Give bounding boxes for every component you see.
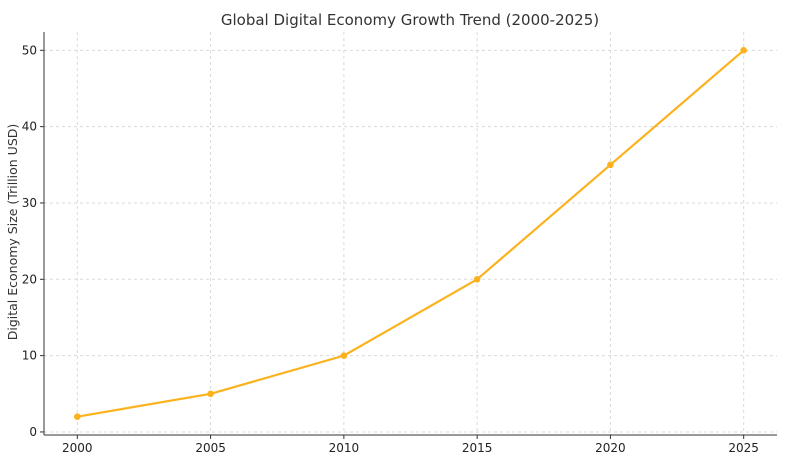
x-tick-label-2020: 2020 xyxy=(595,441,626,455)
chart-title: Global Digital Economy Growth Trend (200… xyxy=(221,11,599,29)
data-point-2015 xyxy=(473,275,481,283)
y-axis-label: Digital Economy Size (Trillion USD) xyxy=(5,124,20,341)
data-point-2010 xyxy=(340,352,348,359)
x-tick-label-2005: 2005 xyxy=(195,441,226,455)
x-tick-label-2000: 2000 xyxy=(62,441,93,455)
axes xyxy=(40,32,777,439)
y-tick-label-50: 50 xyxy=(22,43,37,57)
x-tick-label-2025: 2025 xyxy=(728,441,759,455)
data-point-2005 xyxy=(207,390,214,398)
series-line-0 xyxy=(77,49,745,418)
y-tick-label-10: 10 xyxy=(22,349,37,363)
x-tick-label-2010: 2010 xyxy=(329,441,360,455)
y-tick-label-30: 30 xyxy=(22,196,37,210)
data-point-2020 xyxy=(607,161,614,169)
grid-lines xyxy=(44,32,777,435)
tick-labels: 2000 2005 2010 2015 2020 2025 0 10 20 30 40 50 xyxy=(22,43,759,455)
y-tick-label-20: 20 xyxy=(22,272,37,286)
y-tick-label-0: 0 xyxy=(29,425,37,439)
series-layer xyxy=(74,47,747,420)
y-tick-label-40: 40 xyxy=(22,120,37,134)
x-tick-label-2015: 2015 xyxy=(462,441,493,455)
data-point-2025 xyxy=(740,47,747,54)
data-point-2000 xyxy=(74,413,81,420)
